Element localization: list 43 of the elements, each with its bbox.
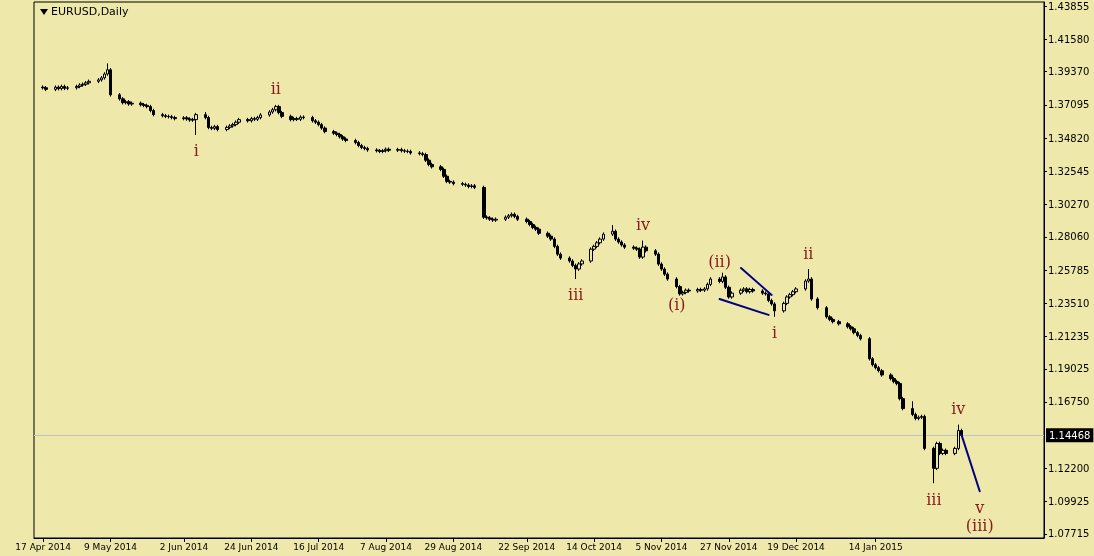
y-tick-label: 1.25785 (1048, 264, 1090, 276)
annotation: iii (926, 489, 942, 509)
ref-line-label: 1.14468 (1049, 429, 1091, 441)
x-tick-label: 14 Oct 2014 (566, 541, 623, 552)
annotation: (iii) (965, 515, 994, 535)
x-tick-label: 9 May 2014 (84, 541, 138, 552)
annotation: (ii) (708, 251, 731, 271)
y-tick-label: 1.09925 (1048, 496, 1090, 508)
x-tick-label: 2 Jun 2014 (159, 541, 209, 552)
annotation: i (772, 323, 778, 343)
y-tick-label: 1.32545 (1048, 165, 1090, 177)
chart-title: EURUSD,Daily (51, 5, 129, 18)
annotation: ii (270, 79, 281, 99)
y-tick-label: 1.37095 (1048, 99, 1090, 111)
x-tick-label: 16 Jul 2014 (293, 541, 345, 552)
annotation: (i) (667, 294, 686, 314)
annotation: i (193, 141, 199, 161)
x-tick-label: 19 Dec 2014 (767, 541, 826, 552)
x-tick-label: 22 Sep 2014 (498, 541, 556, 552)
y-tick-label: 1.43855 (1048, 0, 1090, 12)
x-tick-label: 14 Jan 2015 (848, 541, 903, 552)
y-tick-label: 1.12200 (1048, 462, 1090, 474)
y-tick-label: 1.30270 (1048, 198, 1090, 210)
annotation: ii (803, 243, 814, 263)
annotation: v (974, 497, 985, 517)
y-tick-label: 1.16750 (1048, 396, 1090, 408)
x-tick-label: 5 Nov 2014 (635, 541, 688, 552)
y-tick-label: 1.39370 (1048, 66, 1090, 78)
y-tick-label: 1.34820 (1048, 132, 1090, 144)
y-tick-label: 1.21235 (1048, 330, 1090, 342)
y-tick-label: 1.07715 (1048, 528, 1090, 540)
annotation: iii (568, 285, 584, 305)
x-tick-label: 7 Aug 2014 (360, 541, 413, 552)
annotation: iv (951, 399, 966, 419)
x-tick-label: 27 Nov 2014 (699, 541, 758, 552)
y-tick-label: 1.41580 (1048, 33, 1090, 45)
y-tick-label: 1.28060 (1048, 231, 1090, 243)
x-tick-label: 24 Jun 2014 (224, 541, 279, 552)
y-tick-label: 1.23510 (1048, 297, 1090, 309)
annotation: iv (635, 215, 651, 235)
y-tick-label: 1.19025 (1048, 363, 1090, 375)
x-tick-label: 29 Aug 2014 (424, 541, 483, 552)
x-tick-label: 17 Apr 2014 (15, 541, 72, 552)
